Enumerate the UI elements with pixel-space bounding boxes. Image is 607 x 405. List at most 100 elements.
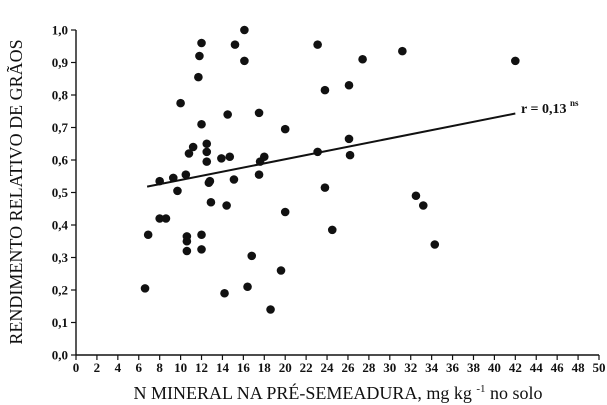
data-point xyxy=(197,245,206,254)
data-point xyxy=(140,284,150,293)
y-tick-label: 0,8 xyxy=(52,88,69,103)
x-ticks: 0 2 4 6 8 10 12 14 16 18 20 22 24 26 28 30 32 34 36 38 40 42 4… xyxy=(73,355,606,375)
data-point xyxy=(176,98,185,108)
x-tick-label: 30 xyxy=(383,360,396,375)
data-point xyxy=(220,288,229,298)
y-tick-label: 0,4 xyxy=(52,218,69,233)
data-point xyxy=(430,240,440,249)
x-tick-label: 14 xyxy=(216,360,230,375)
x-tick-label: 26 xyxy=(341,360,355,375)
x-tick-label: 18 xyxy=(258,360,272,375)
x-axis-title-exponent: -1 xyxy=(476,383,485,395)
data-point xyxy=(511,56,520,66)
axes: 0 2 4 6 8 10 12 14 16 18 20 22 24 26 28 30 32 34 36 38 40 42 4… xyxy=(52,23,606,376)
x-tick-label: 6 xyxy=(136,360,143,375)
x-tick-label: 36 xyxy=(446,360,460,375)
data-point xyxy=(206,197,216,207)
data-point xyxy=(197,119,206,129)
data-point xyxy=(225,152,235,162)
x-tick-label: 12 xyxy=(195,360,208,375)
y-ticks: 0,0 0,1 0,2 0,3 0,4 0,5 0,6 0,7 0,8 0,9 1,0 xyxy=(52,23,76,363)
x-tick-label: 38 xyxy=(467,360,481,375)
data-point xyxy=(320,85,330,95)
correlation-annotation: r = 0,13 ns xyxy=(521,98,579,117)
data-point xyxy=(222,201,231,210)
data-point xyxy=(184,149,194,158)
data-point xyxy=(344,80,354,90)
x-tick-label: 0 xyxy=(73,360,80,375)
x-tick-label: 42 xyxy=(509,360,522,375)
data-point xyxy=(418,201,428,210)
data-point xyxy=(320,183,330,192)
x-tick-label: 8 xyxy=(156,360,163,375)
data-point xyxy=(259,152,269,162)
y-tick-label: 0,5 xyxy=(52,185,69,200)
data-point xyxy=(223,110,232,119)
y-tick-label: 0,9 xyxy=(52,55,69,70)
data-point xyxy=(254,170,264,179)
data-point xyxy=(313,147,322,157)
data-point xyxy=(194,72,203,82)
data-point xyxy=(202,139,212,149)
x-tick-label: 22 xyxy=(300,360,313,375)
y-tick-label: 0,3 xyxy=(52,250,69,265)
data-point xyxy=(205,176,215,186)
data-point xyxy=(398,46,407,56)
y-axis-title: RENDIMENTO RELATIVO DE GRÃOS xyxy=(5,39,26,344)
data-point xyxy=(280,207,290,217)
data-point xyxy=(182,232,192,241)
data-point xyxy=(161,214,171,223)
y-tick-label: 0,2 xyxy=(52,283,68,298)
x-tick-label: 32 xyxy=(404,360,417,375)
correlation-text: r = 0,13 xyxy=(521,102,566,117)
data-point xyxy=(181,170,191,179)
data-point xyxy=(280,124,290,134)
data-point xyxy=(247,251,257,261)
x-tick-label: 50 xyxy=(593,360,606,375)
data-point xyxy=(188,142,198,152)
y-tick-label: 1,0 xyxy=(52,23,68,38)
data-point xyxy=(240,25,249,35)
data-point xyxy=(197,230,206,240)
data-point xyxy=(358,54,367,64)
x-tick-label: 16 xyxy=(237,360,251,375)
data-point xyxy=(168,173,178,183)
data-point xyxy=(230,40,240,49)
x-tick-label: 48 xyxy=(572,360,586,375)
data-point xyxy=(202,157,212,166)
data-point xyxy=(276,266,286,275)
data-point xyxy=(313,40,322,49)
x-tick-label: 28 xyxy=(362,360,376,375)
trend-line xyxy=(146,112,516,188)
data-point xyxy=(143,230,153,240)
data-point xyxy=(229,175,239,184)
data-point xyxy=(411,191,421,201)
data-point xyxy=(195,51,204,61)
x-tick-label: 34 xyxy=(425,360,439,375)
y-tick-label: 0,7 xyxy=(52,120,69,135)
x-axis-title-suffix: no solo xyxy=(490,383,543,403)
data-point xyxy=(344,134,354,144)
y-tick-label: 0,0 xyxy=(52,348,68,363)
data-point xyxy=(254,108,264,118)
data-point xyxy=(266,305,275,314)
x-tick-label: 4 xyxy=(115,360,122,375)
data-point xyxy=(240,56,249,66)
data-point xyxy=(197,38,206,48)
data-point xyxy=(243,282,252,292)
data-point xyxy=(182,246,192,256)
x-tick-label: 44 xyxy=(530,360,544,375)
data-point xyxy=(202,147,212,157)
x-tick-label: 46 xyxy=(551,360,565,375)
data-point xyxy=(327,225,337,235)
data-point xyxy=(173,186,182,196)
x-tick-label: 40 xyxy=(488,360,501,375)
x-tick-label: 10 xyxy=(174,360,187,375)
data-point xyxy=(155,176,164,186)
data-point xyxy=(155,214,164,223)
x-tick-label: 20 xyxy=(279,360,292,375)
x-axis-title: N MINERAL NA PRÉ-SEMEADURA, mg kg -1 no … xyxy=(133,376,542,403)
correlation-significance: ns xyxy=(570,98,579,108)
y-tick-label: 0,1 xyxy=(52,315,68,330)
